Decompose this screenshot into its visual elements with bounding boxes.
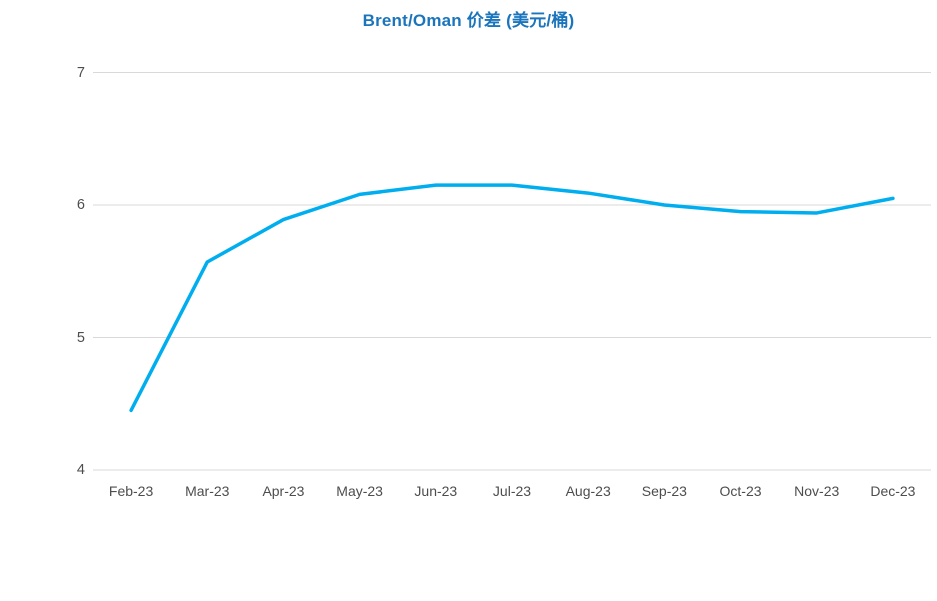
x-axis-tick-label: Feb-23	[108, 483, 154, 499]
x-axis-tick-label: Mar-23	[185, 483, 230, 499]
x-axis-tick-label: Jun-23	[414, 483, 458, 499]
y-axis-tick-label: 7	[76, 64, 85, 81]
chart-title: Brent/Oman 价差 (美元/桶)	[362, 11, 575, 30]
y-axis-tick-label: 4	[76, 462, 85, 478]
x-axis-tick-label: Dec-23	[870, 483, 916, 499]
y-axis-tick-label: 6	[76, 197, 85, 213]
x-axis-tick-label: Jul-23	[492, 483, 532, 499]
y-axis-tick-label: 5	[76, 329, 85, 346]
x-axis-tick-label: Nov-23	[794, 483, 840, 499]
x-axis-tick-label: May-23	[336, 483, 383, 499]
series-line	[129, 183, 895, 413]
x-axis-tick-label: Apr-23	[262, 483, 305, 499]
x-axis-tick-label: Oct-23	[719, 483, 762, 499]
x-axis-tick-label: Sep-23	[641, 483, 687, 499]
x-axis-tick-label: Aug-23	[565, 483, 611, 499]
